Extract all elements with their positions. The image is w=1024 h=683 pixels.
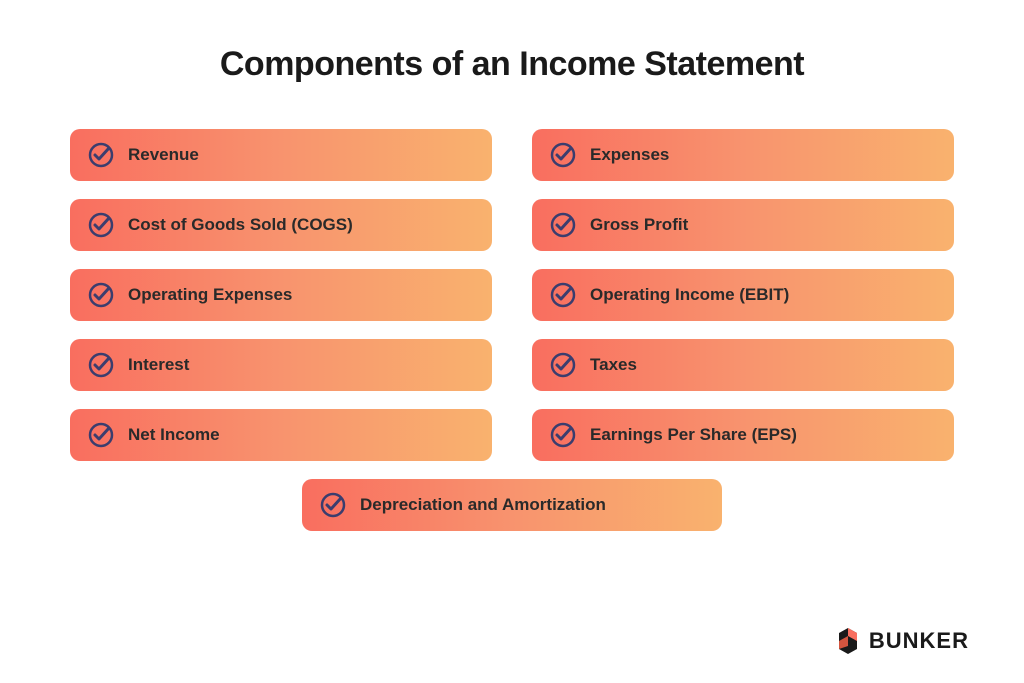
- component-label: Expenses: [590, 145, 669, 165]
- check-icon: [550, 142, 576, 168]
- component-label: Net Income: [128, 425, 220, 445]
- bunker-logo-icon: [835, 627, 861, 655]
- component-label: Taxes: [590, 355, 637, 375]
- component-pill: Expenses: [532, 129, 954, 181]
- logo-text: BUNKER: [869, 628, 969, 654]
- check-icon: [88, 422, 114, 448]
- component-pill: Operating Income (EBIT): [532, 269, 954, 321]
- component-label: Interest: [128, 355, 189, 375]
- page-title: Components of an Income Statement: [70, 45, 954, 84]
- check-icon: [550, 282, 576, 308]
- component-pill: Gross Profit: [532, 199, 954, 251]
- component-pill: Interest: [70, 339, 492, 391]
- check-icon: [550, 422, 576, 448]
- center-row: Depreciation and Amortization: [70, 479, 954, 531]
- components-grid: Revenue Expenses Cost of Goods Sold (COG…: [70, 129, 954, 461]
- component-label: Cost of Goods Sold (COGS): [128, 215, 353, 235]
- check-icon: [550, 352, 576, 378]
- logo: BUNKER: [835, 627, 969, 655]
- component-label: Operating Income (EBIT): [590, 285, 789, 305]
- component-pill: Depreciation and Amortization: [302, 479, 722, 531]
- check-icon: [88, 142, 114, 168]
- component-pill: Cost of Goods Sold (COGS): [70, 199, 492, 251]
- component-pill: Taxes: [532, 339, 954, 391]
- component-label: Depreciation and Amortization: [360, 495, 606, 515]
- check-icon: [88, 352, 114, 378]
- check-icon: [550, 212, 576, 238]
- component-label: Operating Expenses: [128, 285, 292, 305]
- component-pill: Revenue: [70, 129, 492, 181]
- check-icon: [88, 212, 114, 238]
- component-pill: Earnings Per Share (EPS): [532, 409, 954, 461]
- component-pill: Net Income: [70, 409, 492, 461]
- component-label: Revenue: [128, 145, 199, 165]
- component-label: Earnings Per Share (EPS): [590, 425, 797, 445]
- check-icon: [88, 282, 114, 308]
- component-label: Gross Profit: [590, 215, 688, 235]
- check-icon: [320, 492, 346, 518]
- component-pill: Operating Expenses: [70, 269, 492, 321]
